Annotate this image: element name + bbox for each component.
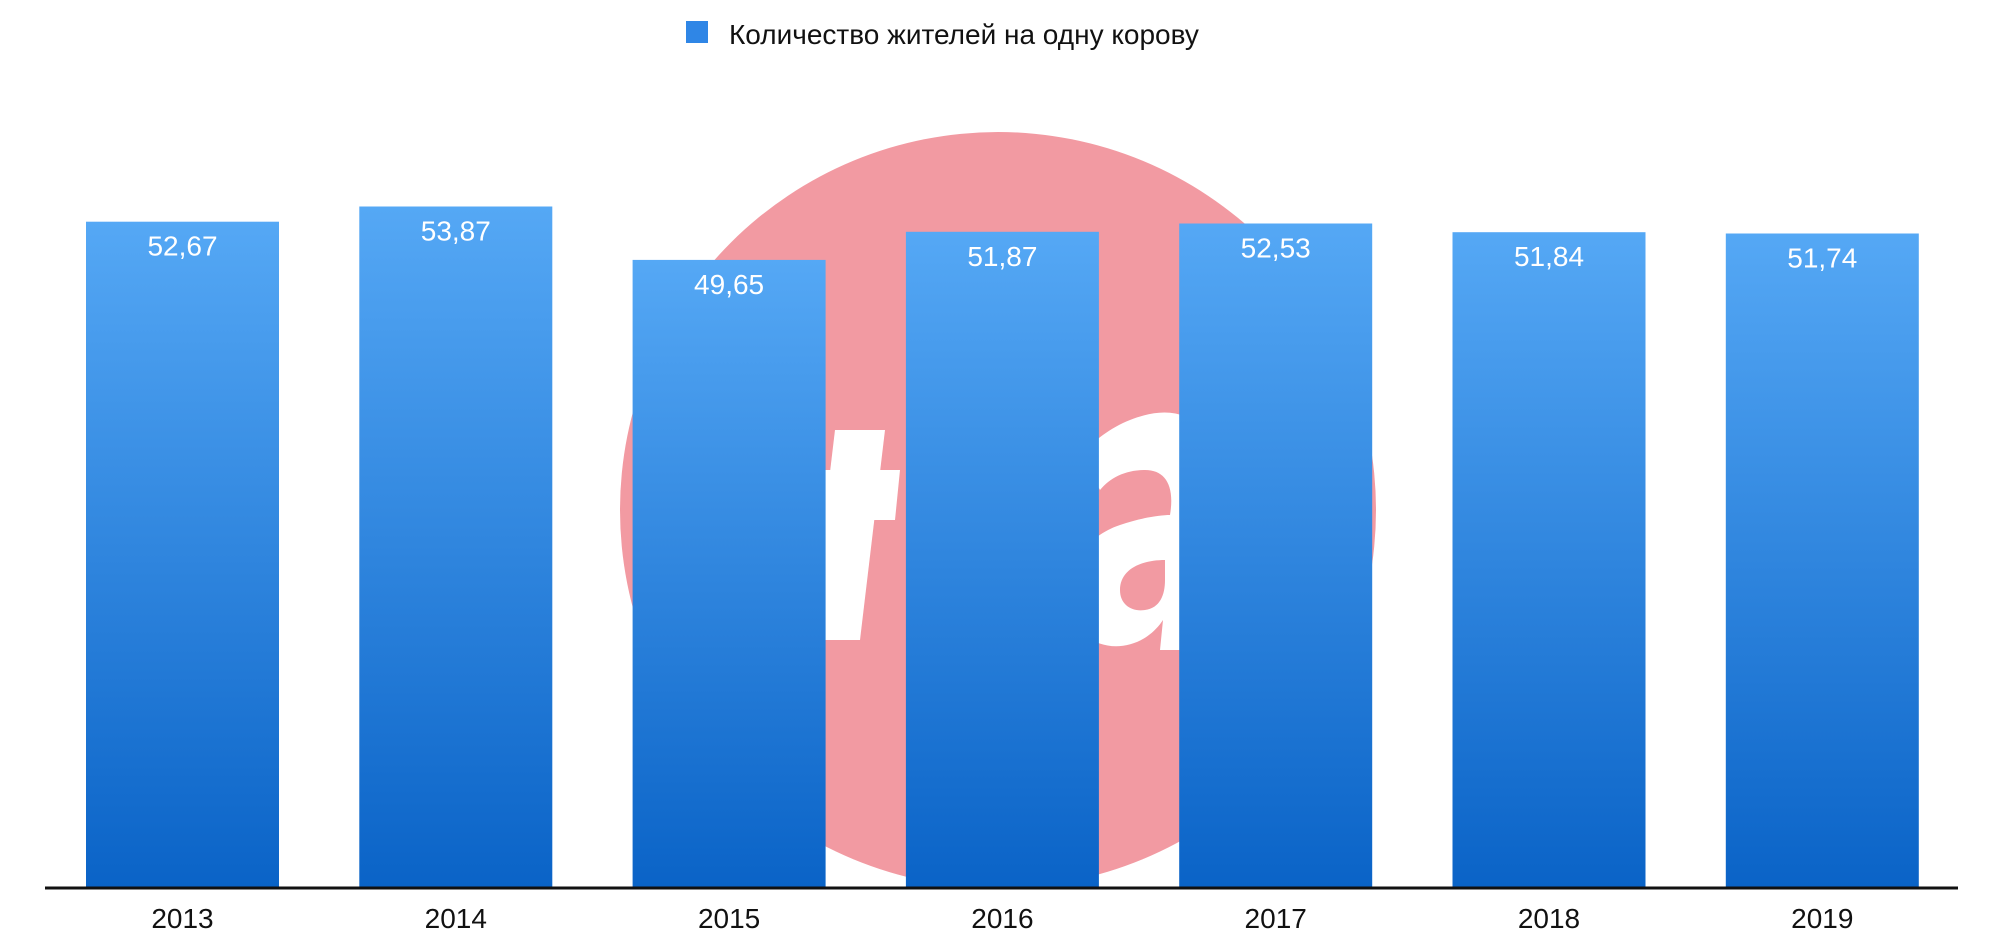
x-axis-tick-labels: 2013 2014 2015 2016 2017 2018 2019 bbox=[151, 903, 1853, 934]
x-tick-label-2018: 2018 bbox=[1518, 903, 1580, 934]
bar-2014 bbox=[359, 206, 553, 888]
bar-value-label-2018: 51,84 bbox=[1514, 241, 1584, 272]
x-tick-label-2013: 2013 bbox=[151, 903, 213, 934]
x-tick-label-2019: 2019 bbox=[1791, 903, 1853, 934]
bar-value-label-2015: 49,65 bbox=[694, 269, 764, 300]
bar-labels-group: 52,67 53,87 49,65 51,87 52,53 51,84 51,74 bbox=[147, 216, 1857, 300]
legend-swatch bbox=[686, 21, 708, 43]
legend: Количество жителей на одну корову bbox=[686, 19, 1199, 50]
bar-value-label-2016: 51,87 bbox=[967, 241, 1037, 272]
bar-2013 bbox=[86, 221, 279, 888]
bar-2019 bbox=[1725, 233, 1919, 888]
x-tick-label-2017: 2017 bbox=[1245, 903, 1307, 934]
bars-group bbox=[86, 206, 1919, 889]
x-tick-label-2014: 2014 bbox=[425, 903, 487, 934]
bar-value-label-2019: 51,74 bbox=[1787, 243, 1857, 274]
bar-2016 bbox=[905, 231, 1099, 889]
x-tick-label-2016: 2016 bbox=[971, 903, 1033, 934]
x-tick-label-2015: 2015 bbox=[698, 903, 760, 934]
bar-2018 bbox=[1452, 232, 1646, 888]
legend-label: Количество жителей на одну корову bbox=[729, 19, 1199, 50]
bar-2017 bbox=[1179, 223, 1373, 888]
bar-2015 bbox=[632, 259, 826, 888]
bar-value-label-2017: 52,53 bbox=[1241, 233, 1311, 264]
bar-value-label-2014: 53,87 bbox=[421, 216, 491, 247]
bar-value-label-2013: 52,67 bbox=[147, 231, 217, 262]
